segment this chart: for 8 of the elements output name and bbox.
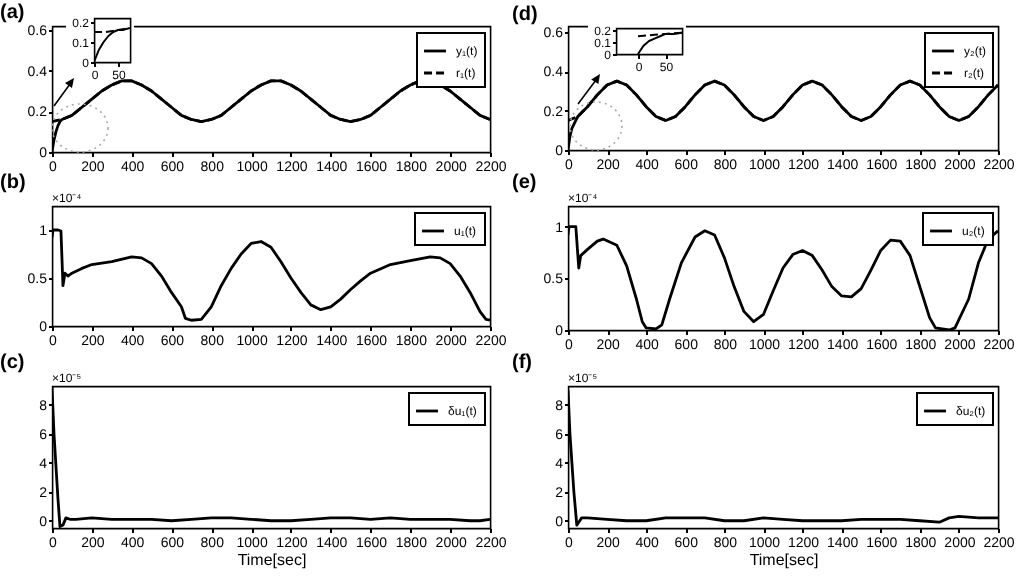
chart-title: (d) <box>512 3 538 26</box>
chart-title: (f) <box>512 352 532 374</box>
x-axis-title: Time[sec] <box>237 551 307 569</box>
chart-title: (a) <box>0 2 25 25</box>
chart-title: (e) <box>512 172 537 194</box>
chart-title: (b) <box>0 172 26 194</box>
chart-title: (c) <box>0 352 25 374</box>
x-axis-title: Time[sec] <box>749 551 819 569</box>
